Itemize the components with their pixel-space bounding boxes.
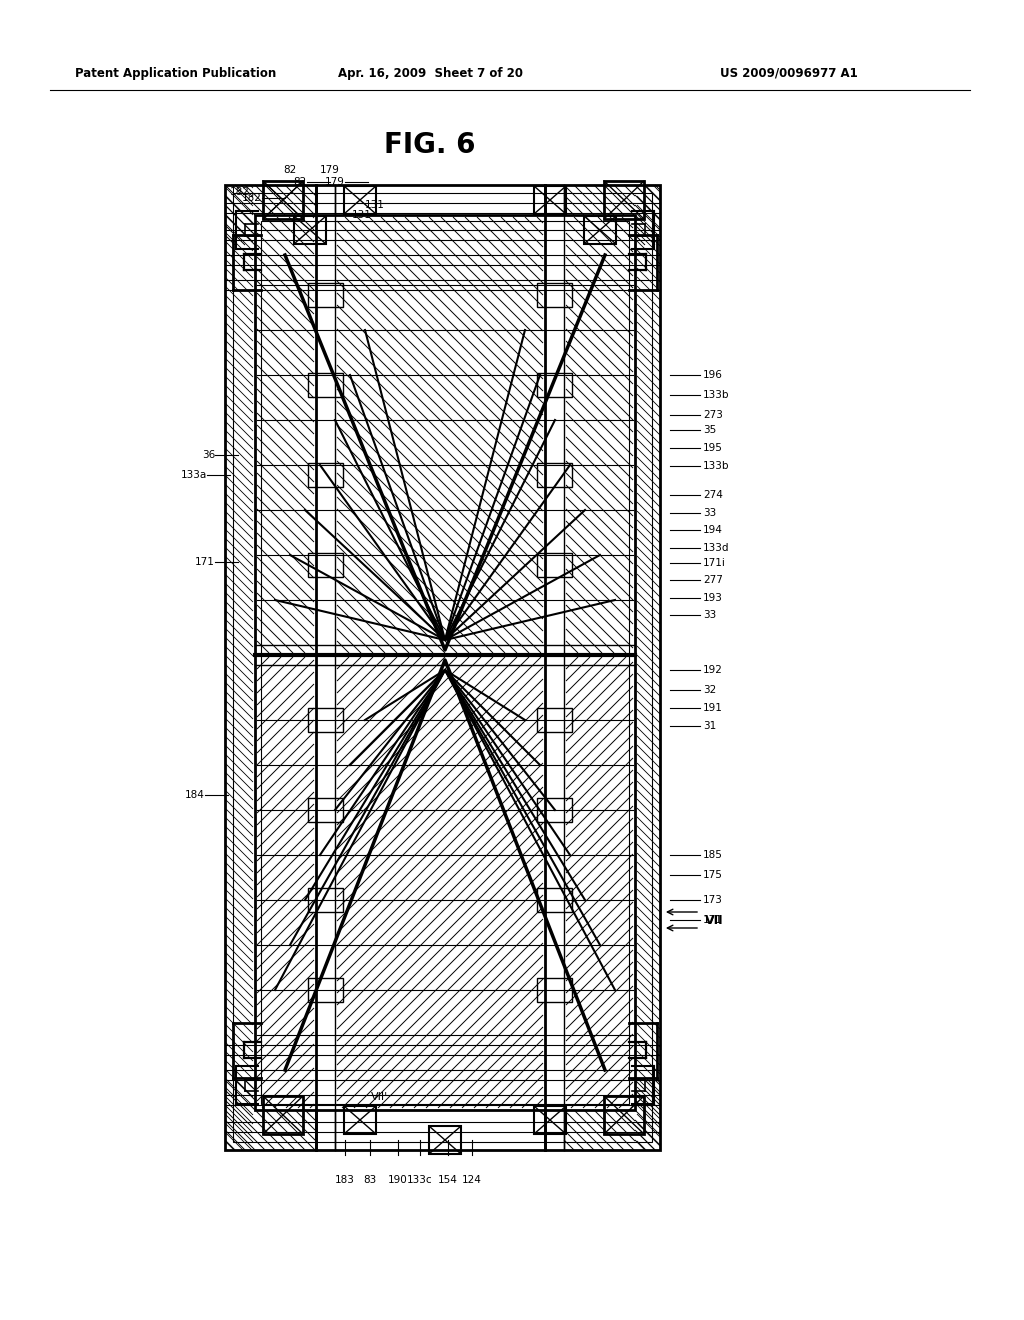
Bar xyxy=(344,1106,376,1134)
Text: 33: 33 xyxy=(703,508,716,517)
Bar xyxy=(537,888,572,912)
Bar xyxy=(263,181,303,219)
Bar xyxy=(308,553,343,577)
Bar xyxy=(429,1126,461,1154)
Text: FIG. 6: FIG. 6 xyxy=(384,131,476,158)
Text: 131: 131 xyxy=(366,201,385,210)
Bar xyxy=(584,216,616,244)
Text: Patent Application Publication: Patent Application Publication xyxy=(75,66,276,79)
Text: 35: 35 xyxy=(703,425,716,436)
Text: 274: 274 xyxy=(703,490,723,500)
Text: 133d: 133d xyxy=(703,543,729,553)
Text: 33: 33 xyxy=(703,610,716,620)
Text: 195: 195 xyxy=(703,444,723,453)
Text: 175: 175 xyxy=(703,870,723,880)
Bar xyxy=(308,708,343,733)
Text: 83: 83 xyxy=(364,1175,377,1185)
Text: 196: 196 xyxy=(703,370,723,380)
Text: 194: 194 xyxy=(703,525,723,535)
Bar xyxy=(534,1106,566,1134)
Bar xyxy=(308,978,343,1002)
Bar xyxy=(308,374,343,397)
Bar xyxy=(534,186,566,214)
Bar xyxy=(294,216,326,244)
Text: 124: 124 xyxy=(462,1175,482,1185)
Text: 191: 191 xyxy=(703,704,723,713)
Bar xyxy=(255,215,635,1110)
Text: 133a: 133a xyxy=(181,470,207,480)
Bar xyxy=(308,799,343,822)
Bar xyxy=(537,708,572,733)
Bar xyxy=(537,553,572,577)
Bar xyxy=(537,799,572,822)
Text: 82: 82 xyxy=(294,177,307,187)
Text: US 2009/0096977 A1: US 2009/0096977 A1 xyxy=(720,66,858,79)
Text: 154: 154 xyxy=(438,1175,458,1185)
Text: 182: 182 xyxy=(230,187,250,197)
Text: 179: 179 xyxy=(321,165,340,176)
Bar xyxy=(344,186,376,214)
Text: 183: 183 xyxy=(335,1175,355,1185)
Bar xyxy=(308,888,343,912)
Text: 131: 131 xyxy=(352,210,372,220)
Bar xyxy=(225,185,660,1150)
Bar xyxy=(233,193,652,1142)
Text: 31: 31 xyxy=(703,721,716,731)
Bar xyxy=(537,374,572,397)
Text: 133b: 133b xyxy=(703,461,729,471)
Text: 171i: 171i xyxy=(703,558,726,568)
Text: 171: 171 xyxy=(196,557,215,568)
Text: 171: 171 xyxy=(703,915,723,925)
Bar xyxy=(263,1096,303,1134)
Bar xyxy=(537,978,572,1002)
Text: VII': VII' xyxy=(372,1092,389,1102)
Text: VII: VII xyxy=(705,913,724,927)
Bar xyxy=(604,181,644,219)
Text: 185: 185 xyxy=(703,850,723,861)
Text: 277: 277 xyxy=(703,576,723,585)
Text: 36: 36 xyxy=(202,450,215,459)
Text: 179: 179 xyxy=(326,177,345,187)
Text: 190: 190 xyxy=(388,1175,408,1185)
Text: 32: 32 xyxy=(703,685,716,696)
Text: 182: 182 xyxy=(242,193,262,203)
Text: 193: 193 xyxy=(703,593,723,603)
Text: 192: 192 xyxy=(703,665,723,675)
Text: 184: 184 xyxy=(185,789,205,800)
Text: 82: 82 xyxy=(284,165,297,176)
Text: 133b: 133b xyxy=(703,389,729,400)
Bar xyxy=(604,1096,644,1134)
Bar xyxy=(308,463,343,487)
Bar xyxy=(537,463,572,487)
Bar xyxy=(308,282,343,308)
Text: 133c: 133c xyxy=(408,1175,433,1185)
Text: 173: 173 xyxy=(703,895,723,906)
Bar xyxy=(537,282,572,308)
Text: 273: 273 xyxy=(703,411,723,420)
Bar xyxy=(261,220,629,1104)
Text: Apr. 16, 2009  Sheet 7 of 20: Apr. 16, 2009 Sheet 7 of 20 xyxy=(338,66,522,79)
